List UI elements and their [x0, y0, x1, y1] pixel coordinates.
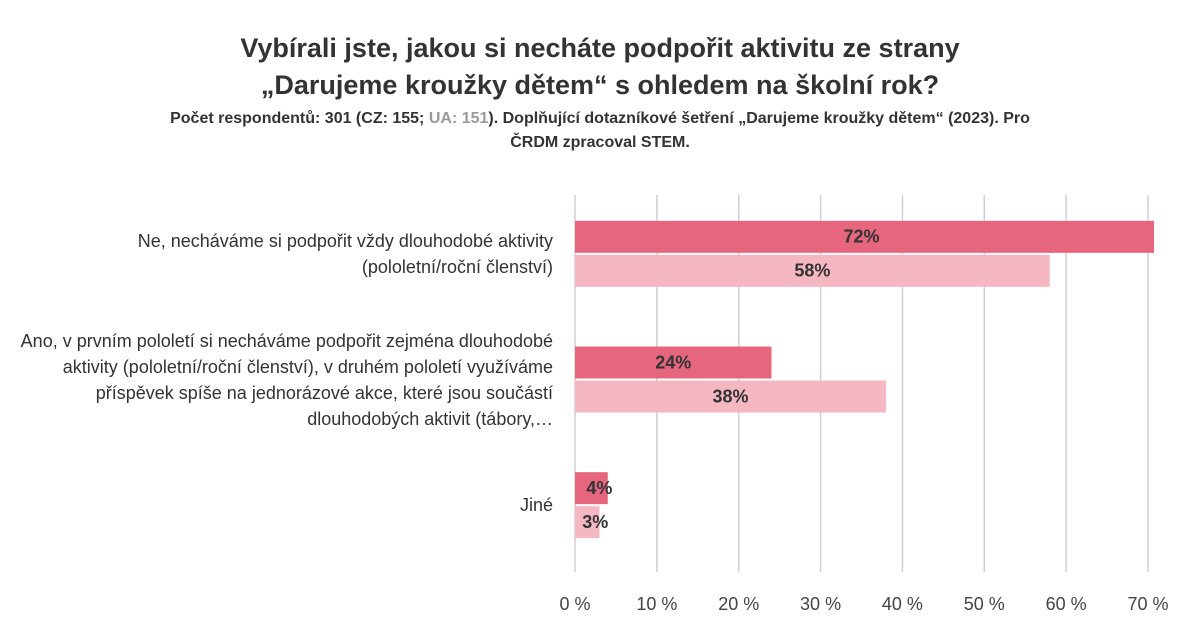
- bar: [575, 506, 600, 539]
- subtitle-part: ). Doplňující dotazníkové šetření „Daruj…: [488, 110, 1030, 151]
- bar: [575, 220, 1154, 253]
- bar: [575, 380, 887, 413]
- subtitle-part: Počet respondentů: 301 (CZ: 155;: [170, 110, 429, 127]
- chart-subtitle: Počet respondentů: 301 (CZ: 155; UA: 151…: [150, 107, 1050, 155]
- x-tick-label: 40 %: [882, 594, 923, 614]
- subtitle-part: UA: 151: [428, 110, 489, 127]
- value-label: 72%: [843, 227, 879, 247]
- bar: [575, 346, 772, 379]
- value-label: 24%: [655, 352, 691, 372]
- x-tick-label: 20 %: [718, 594, 759, 614]
- bar: [575, 472, 608, 505]
- value-label: 38%: [713, 386, 749, 406]
- x-tick-label: 60 %: [1046, 594, 1087, 614]
- value-label: 58%: [794, 261, 830, 281]
- value-label: 4%: [586, 478, 612, 498]
- category-label: Ne, necháváme si podpořit vždy dlouhodob…: [137, 230, 553, 277]
- x-tick-label: 0 %: [559, 594, 590, 614]
- category-label: Ano, v prvním pololetí si necháváme podp…: [20, 330, 553, 429]
- chart-title: Vybírali jste, jakou si necháte podpořit…: [240, 33, 960, 100]
- bar: [575, 254, 1050, 287]
- x-tick-label: 70 %: [1127, 594, 1168, 614]
- category-label: Jiné: [519, 495, 553, 516]
- plot-area: [575, 220, 1154, 539]
- x-tick-label: 50 %: [964, 594, 1005, 614]
- value-label: 3%: [582, 512, 608, 532]
- x-tick-label: 30 %: [800, 594, 841, 614]
- x-tick-label: 10 %: [636, 594, 677, 614]
